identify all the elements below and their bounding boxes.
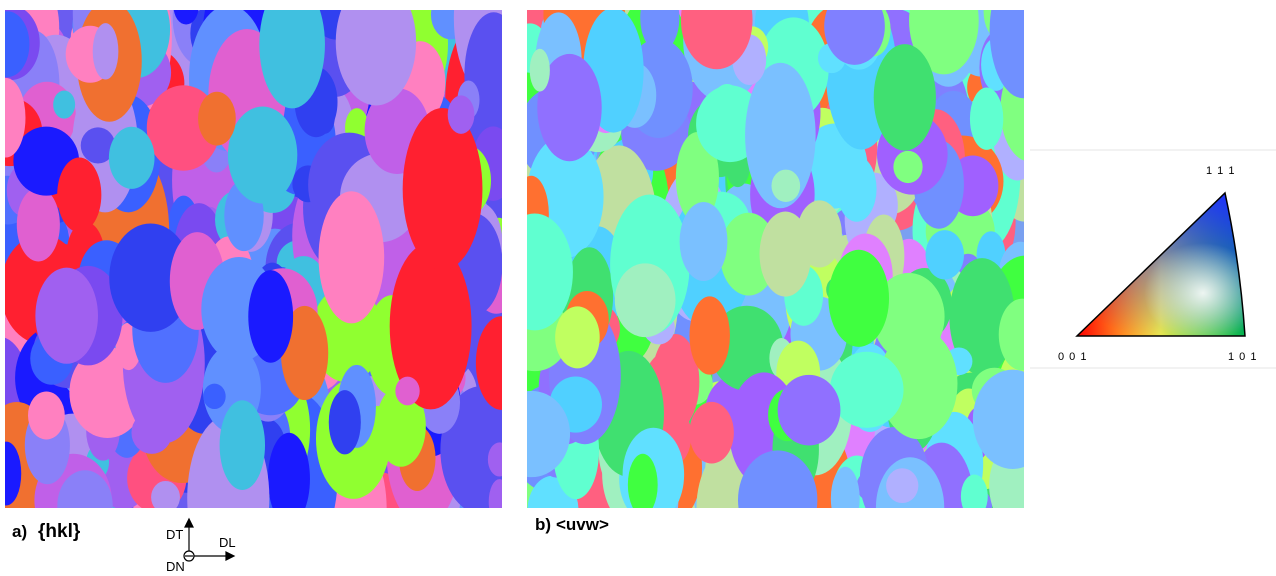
grain (5, 77, 26, 158)
grain (151, 480, 180, 508)
grain (529, 48, 550, 92)
grain (53, 90, 76, 119)
grain (447, 95, 475, 134)
grain (830, 466, 860, 508)
grain (389, 242, 472, 410)
grain (969, 87, 1004, 150)
grain (131, 411, 173, 454)
grain (527, 213, 573, 331)
orientation-map-b (527, 10, 1024, 508)
grain (537, 53, 602, 162)
grain (267, 432, 310, 508)
orientation-map-a (5, 10, 502, 508)
grain (80, 127, 116, 164)
grain (203, 383, 226, 410)
grain (5, 11, 30, 78)
grain (614, 263, 676, 338)
grain (28, 391, 65, 440)
grain (886, 468, 919, 504)
grain (259, 10, 325, 109)
axis-right: DL (219, 535, 236, 550)
grain (872, 272, 945, 361)
grain (402, 107, 483, 271)
grain (998, 298, 1024, 371)
grain (35, 267, 98, 364)
grain (836, 155, 877, 222)
color-key (1075, 191, 1246, 337)
grain (689, 296, 730, 375)
legend-top: 1 1 1 (1206, 165, 1235, 177)
grain (689, 401, 734, 464)
grain (828, 249, 890, 347)
grain (16, 187, 60, 262)
grain (745, 62, 816, 209)
grain (829, 351, 904, 428)
grain (328, 390, 361, 455)
grain (797, 200, 842, 268)
grain (198, 91, 236, 146)
grain (475, 316, 502, 410)
grain (227, 106, 298, 204)
grain (108, 126, 155, 189)
grain (679, 202, 728, 281)
grain (487, 442, 502, 477)
axis-normal: DN (166, 559, 185, 574)
grain (173, 10, 199, 25)
grain (318, 191, 385, 324)
axis-up: DT (166, 527, 183, 542)
grain (527, 390, 571, 478)
grain (873, 44, 936, 151)
grain (989, 10, 1024, 99)
legend-right: 1 0 1 (1228, 351, 1257, 363)
panel-letter: a) (12, 522, 27, 541)
grain (376, 385, 426, 467)
grain (824, 10, 885, 65)
grain (909, 10, 979, 75)
grain (949, 258, 1015, 376)
grain (680, 10, 753, 70)
grain (248, 270, 294, 363)
grain (960, 474, 988, 508)
grain (280, 305, 329, 401)
grain (109, 223, 192, 332)
grain (555, 306, 600, 369)
panel-label: {hkl} (38, 521, 81, 542)
grain (488, 479, 502, 508)
legend-left: 0 0 1 (1058, 351, 1087, 363)
grain (771, 169, 801, 203)
grain (777, 374, 841, 446)
grain (925, 230, 965, 280)
grain (57, 470, 113, 508)
grain (627, 453, 658, 508)
grain (57, 157, 102, 233)
grain (675, 132, 719, 224)
legend-frame (1030, 149, 1276, 369)
panel-letter: b) (535, 515, 551, 534)
grain (5, 441, 22, 506)
grain (893, 150, 923, 184)
grain (972, 369, 1024, 469)
grain (395, 376, 420, 406)
panel-label: <uvw> (556, 515, 609, 534)
axis-symbol (183, 517, 236, 562)
grain (219, 400, 266, 491)
grain (92, 23, 119, 80)
grain (738, 450, 818, 508)
grain (335, 10, 417, 106)
